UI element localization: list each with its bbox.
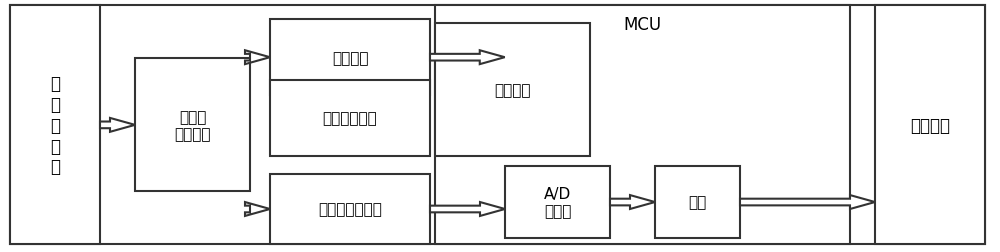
Text: 无线模块: 无线模块 bbox=[910, 116, 950, 134]
Bar bbox=[505, 166, 610, 238]
Text: MCU: MCU bbox=[623, 16, 662, 34]
Bar bbox=[655, 166, 740, 238]
Polygon shape bbox=[610, 195, 655, 209]
Polygon shape bbox=[430, 51, 505, 65]
Bar bbox=[270, 20, 430, 96]
Text: 电
流
环
输
入: 电 流 环 输 入 bbox=[50, 75, 60, 176]
Text: 电压监测电路: 电压监测电路 bbox=[323, 111, 377, 126]
Text: 电流环
切换电路: 电流环 切换电路 bbox=[174, 109, 211, 142]
Polygon shape bbox=[430, 202, 505, 216]
Polygon shape bbox=[100, 118, 135, 132]
Polygon shape bbox=[245, 51, 270, 65]
Polygon shape bbox=[740, 195, 875, 209]
Bar bbox=[435, 24, 590, 156]
Bar bbox=[270, 81, 430, 156]
Bar bbox=[135, 59, 250, 192]
Text: 电流环取样电路: 电流环取样电路 bbox=[318, 202, 382, 217]
Text: 串口: 串口 bbox=[688, 195, 707, 210]
Polygon shape bbox=[245, 202, 270, 216]
Text: 稳压电路: 稳压电路 bbox=[494, 83, 531, 98]
Bar bbox=[875, 6, 985, 244]
Bar bbox=[10, 6, 100, 244]
Text: A/D
转换器: A/D 转换器 bbox=[544, 186, 571, 218]
Text: 超级电容: 超级电容 bbox=[332, 50, 368, 66]
Bar bbox=[435, 6, 850, 244]
Bar bbox=[270, 174, 430, 244]
